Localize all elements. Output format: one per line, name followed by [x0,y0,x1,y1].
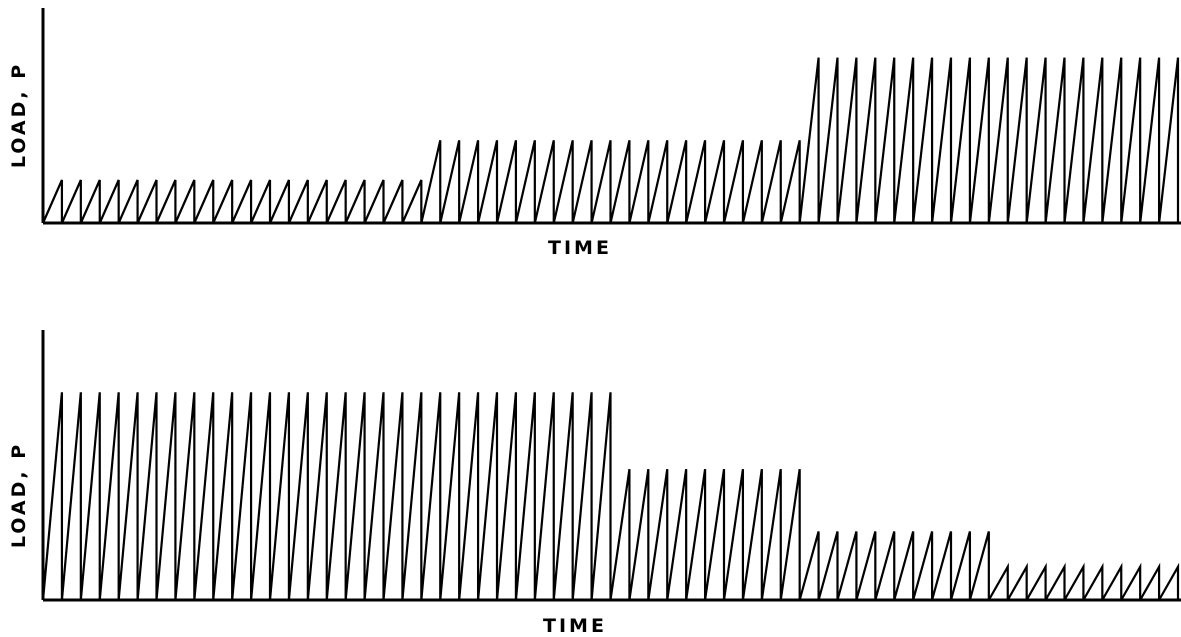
load-block-2-3 [798,531,990,601]
load-block-2-1 [41,392,612,601]
load-series-2 [41,392,1180,601]
x-axis-label-2: TIME [543,615,607,637]
load-block-1-3 [798,57,1180,224]
chart-constant-amplitude-increasing: LOAD, P TIME [8,8,1181,259]
load-block-1-2 [420,140,801,224]
x-axis-label-1: TIME [548,237,612,259]
load-block-2-4 [987,562,1180,601]
chart-constant-amplitude-decreasing: LOAD, P TIME [8,330,1181,637]
load-series-1 [41,57,1180,224]
y-axis-label-1: LOAD, P [8,62,30,168]
load-block-1-1 [41,179,423,224]
y-axis-label-2: LOAD, P [8,442,30,548]
load-block-2-2 [609,468,801,601]
